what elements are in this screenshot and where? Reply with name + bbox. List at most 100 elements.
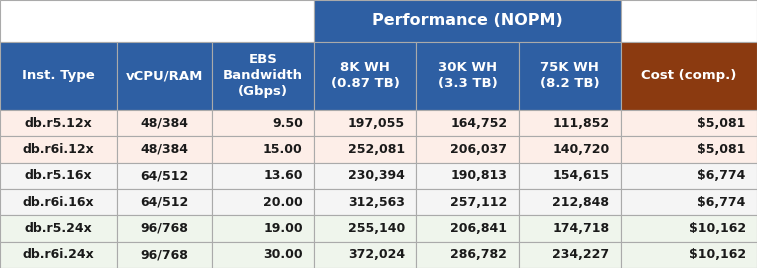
Bar [621, 136, 757, 163]
Bar [621, 0, 757, 42]
Bar [416, 110, 519, 136]
Text: $6,774: $6,774 [697, 196, 746, 209]
Bar [0, 136, 117, 163]
Text: 212,848: 212,848 [553, 196, 609, 209]
Text: 96/768: 96/768 [141, 248, 188, 261]
Text: 64/512: 64/512 [141, 169, 188, 182]
Text: vCPU/RAM: vCPU/RAM [126, 69, 204, 82]
Text: 174,718: 174,718 [553, 222, 609, 235]
Bar [212, 215, 314, 242]
Bar [117, 163, 212, 189]
Text: 8K WH
(0.87 TB): 8K WH (0.87 TB) [331, 61, 400, 90]
Text: 255,140: 255,140 [347, 222, 405, 235]
Bar [0, 0, 314, 42]
Bar [416, 42, 519, 110]
Text: db.r5.16x: db.r5.16x [25, 169, 92, 182]
Bar [519, 163, 621, 189]
Bar [314, 42, 416, 110]
Bar [0, 215, 117, 242]
Text: 30.00: 30.00 [263, 248, 303, 261]
Bar [117, 215, 212, 242]
Text: 197,055: 197,055 [348, 117, 405, 129]
Bar [621, 215, 757, 242]
Bar [519, 136, 621, 163]
Text: 372,024: 372,024 [348, 248, 405, 261]
Bar [314, 189, 416, 215]
Bar [117, 189, 212, 215]
Bar [314, 0, 621, 42]
Text: 64/512: 64/512 [141, 196, 188, 209]
Bar [519, 110, 621, 136]
Bar [314, 110, 416, 136]
Text: Cost (comp.): Cost (comp.) [641, 69, 737, 82]
Text: 19.00: 19.00 [263, 222, 303, 235]
Bar [0, 42, 117, 110]
Bar [212, 136, 314, 163]
Bar [519, 189, 621, 215]
Text: 252,081: 252,081 [348, 143, 405, 156]
Bar [314, 136, 416, 163]
Bar [314, 163, 416, 189]
Bar [621, 110, 757, 136]
Bar [117, 242, 212, 268]
Text: $5,081: $5,081 [697, 117, 746, 129]
Text: 257,112: 257,112 [450, 196, 507, 209]
Text: $5,081: $5,081 [697, 143, 746, 156]
Bar [621, 189, 757, 215]
Text: 230,394: 230,394 [348, 169, 405, 182]
Bar [0, 110, 117, 136]
Bar [519, 242, 621, 268]
Text: $10,162: $10,162 [689, 248, 746, 261]
Bar [212, 42, 314, 110]
Text: 164,752: 164,752 [450, 117, 507, 129]
Bar [519, 215, 621, 242]
Bar [314, 242, 416, 268]
Bar [117, 110, 212, 136]
Bar [212, 110, 314, 136]
Text: 48/384: 48/384 [141, 143, 188, 156]
Bar [117, 42, 212, 110]
Text: 15.00: 15.00 [263, 143, 303, 156]
Text: 75K WH
(8.2 TB): 75K WH (8.2 TB) [540, 61, 600, 90]
Text: 312,563: 312,563 [348, 196, 405, 209]
Text: $10,162: $10,162 [689, 222, 746, 235]
Text: db.r5.24x: db.r5.24x [25, 222, 92, 235]
Bar [416, 242, 519, 268]
Bar [621, 42, 757, 110]
Bar [0, 242, 117, 268]
Text: 111,852: 111,852 [553, 117, 609, 129]
Text: EBS
Bandwidth
(Gbps): EBS Bandwidth (Gbps) [223, 53, 303, 98]
Text: db.r6i.16x: db.r6i.16x [23, 196, 95, 209]
Text: db.r5.12x: db.r5.12x [25, 117, 92, 129]
Bar [212, 242, 314, 268]
Text: 234,227: 234,227 [553, 248, 609, 261]
Bar [212, 163, 314, 189]
Text: 13.60: 13.60 [263, 169, 303, 182]
Bar [117, 136, 212, 163]
Bar [0, 163, 117, 189]
Text: 140,720: 140,720 [552, 143, 609, 156]
Text: db.r6i.12x: db.r6i.12x [23, 143, 95, 156]
Text: 9.50: 9.50 [272, 117, 303, 129]
Text: $6,774: $6,774 [697, 169, 746, 182]
Bar [621, 242, 757, 268]
Bar [621, 163, 757, 189]
Text: 154,615: 154,615 [553, 169, 609, 182]
Bar [416, 215, 519, 242]
Text: db.r6i.24x: db.r6i.24x [23, 248, 95, 261]
Bar [314, 215, 416, 242]
Text: 20.00: 20.00 [263, 196, 303, 209]
Text: 190,813: 190,813 [450, 169, 507, 182]
Text: Inst. Type: Inst. Type [22, 69, 95, 82]
Text: 96/768: 96/768 [141, 222, 188, 235]
Text: 206,037: 206,037 [450, 143, 507, 156]
Text: 206,841: 206,841 [450, 222, 507, 235]
Bar [416, 189, 519, 215]
Text: 30K WH
(3.3 TB): 30K WH (3.3 TB) [438, 61, 497, 90]
Bar [0, 189, 117, 215]
Bar [416, 136, 519, 163]
Text: Performance (NOPM): Performance (NOPM) [372, 13, 562, 28]
Bar [416, 163, 519, 189]
Bar [212, 189, 314, 215]
Text: 286,782: 286,782 [450, 248, 507, 261]
